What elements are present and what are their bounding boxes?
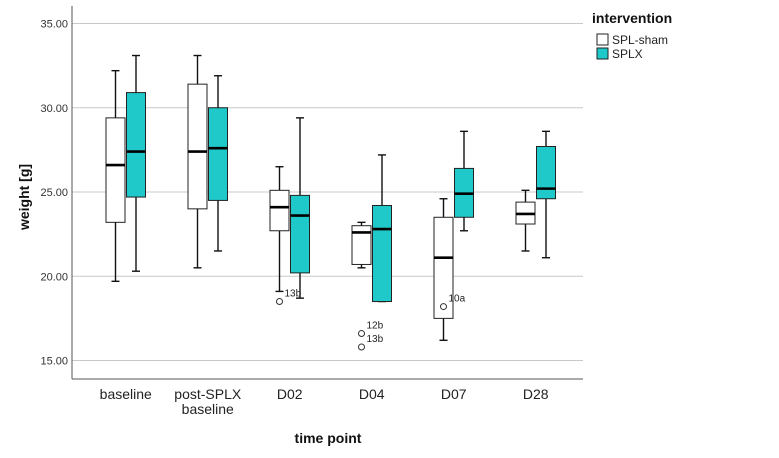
gridlines bbox=[72, 23, 583, 361]
outlier-label: 12b bbox=[367, 321, 384, 332]
x-tick-label: baseline bbox=[182, 401, 234, 417]
legend-title: intervention bbox=[592, 10, 672, 26]
outlier-label: 10a bbox=[449, 294, 466, 305]
box-splx-2 bbox=[290, 117, 310, 299]
box-spl-sham-0 bbox=[105, 69, 126, 283]
box-splx-4 bbox=[454, 130, 474, 232]
x-tick-label: D28 bbox=[523, 386, 549, 402]
x-tick-label: D02 bbox=[277, 386, 303, 402]
box-iqr bbox=[208, 107, 228, 201]
outlier-label: 13b bbox=[285, 289, 302, 300]
x-tick-label: D04 bbox=[359, 386, 385, 402]
box-iqr bbox=[290, 194, 310, 274]
box-spl-sham-2 bbox=[269, 166, 290, 293]
legend-entry-label: SPLX bbox=[612, 47, 643, 61]
x-axis-title: time point bbox=[295, 430, 362, 446]
legend-entry-label: SPL-sham bbox=[612, 33, 668, 47]
box-splx-3 bbox=[372, 154, 392, 303]
box-splx-1 bbox=[208, 75, 228, 252]
y-axis-title: weight [g] bbox=[16, 164, 32, 231]
box-spl-sham-4 bbox=[433, 198, 454, 341]
box-iqr bbox=[105, 117, 126, 223]
y-tick-label: 25.00 bbox=[40, 187, 68, 199]
box-iqr bbox=[536, 146, 556, 200]
box-spl-sham-3 bbox=[351, 221, 372, 269]
box-iqr bbox=[351, 225, 372, 265]
box-iqr bbox=[433, 216, 454, 319]
x-tick-label: baseline bbox=[100, 386, 152, 402]
y-tick-label: 35.00 bbox=[40, 19, 68, 31]
y-tick-label: 15.00 bbox=[40, 356, 68, 368]
x-tick-label: post-SPLX bbox=[174, 386, 242, 402]
outlier-point bbox=[276, 298, 283, 306]
x-tick-label: D07 bbox=[441, 386, 467, 402]
plot-area: 13b 12b 13b 10a bbox=[105, 54, 556, 351]
y-tick-label: 20.00 bbox=[40, 271, 68, 283]
outlier-point bbox=[358, 343, 365, 351]
box-splx-5 bbox=[536, 130, 556, 259]
box-spl-sham-5 bbox=[515, 189, 536, 252]
y-tick-label: 30.00 bbox=[40, 103, 68, 115]
box-iqr bbox=[126, 92, 146, 198]
outlier-label: 13b bbox=[367, 334, 384, 345]
box-spl-sham-1 bbox=[187, 54, 208, 269]
outlier-point bbox=[358, 330, 365, 338]
box-splx-0 bbox=[126, 54, 146, 272]
box-iqr bbox=[372, 204, 392, 303]
legend-swatch bbox=[596, 47, 609, 60]
outlier-point bbox=[440, 303, 447, 311]
box-iqr bbox=[269, 189, 290, 232]
legend-swatch bbox=[596, 33, 609, 46]
box-iqr bbox=[187, 83, 208, 210]
